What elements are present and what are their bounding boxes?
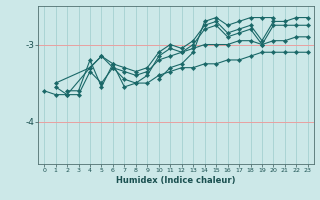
X-axis label: Humidex (Indice chaleur): Humidex (Indice chaleur) xyxy=(116,176,236,185)
